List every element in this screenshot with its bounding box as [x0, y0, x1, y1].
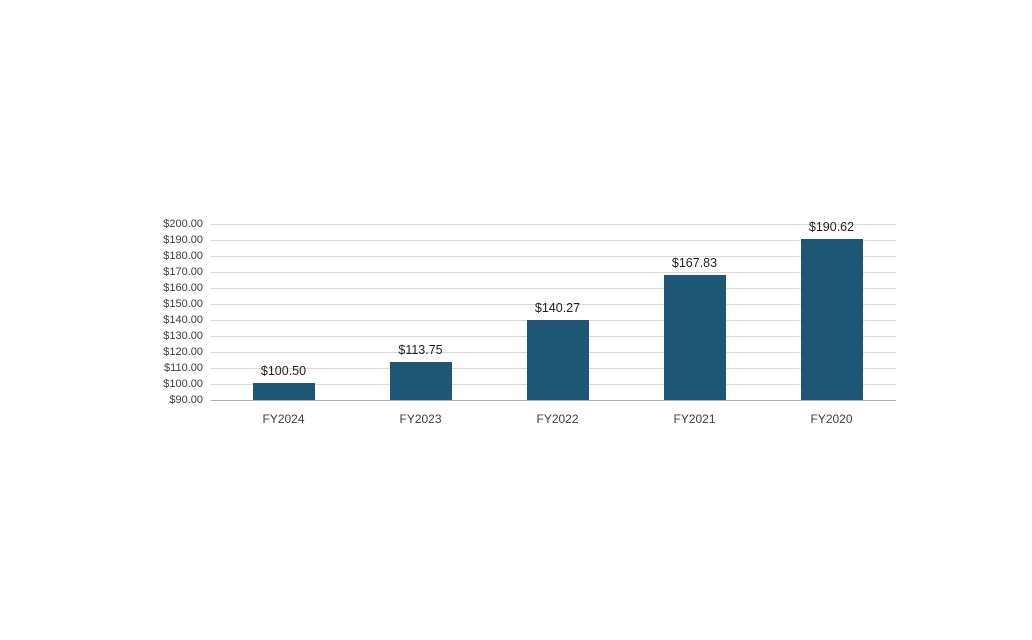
- bar-fy2023: [389, 362, 452, 400]
- x-tick-label-fy2023: FY2023: [399, 412, 442, 426]
- y-tick-label: $180.00: [163, 250, 203, 262]
- gridline: [211, 240, 896, 241]
- y-tick-label: $170.00: [163, 266, 203, 278]
- data-label-fy2023: $113.75: [398, 343, 443, 357]
- x-tick-label-fy2022: FY2022: [536, 412, 579, 426]
- y-tick-label: $200.00: [163, 218, 203, 230]
- y-tick-label: $100.00: [163, 378, 203, 390]
- data-label-fy2020: $190.62: [808, 220, 855, 234]
- bar-fy2020: [800, 239, 863, 400]
- plot-area: [211, 224, 896, 401]
- gridline: [211, 256, 896, 257]
- y-tick-label: $160.00: [163, 282, 203, 294]
- bar-fy2022: [526, 319, 589, 400]
- gridline: [211, 288, 896, 289]
- x-axis-line: [211, 400, 896, 401]
- x-tick-label-fy2020: FY2020: [810, 412, 853, 426]
- data-label-fy2024: $100.50: [260, 364, 307, 379]
- y-tick-label: $130.00: [163, 330, 203, 342]
- y-tick-label: $190.00: [163, 234, 203, 246]
- data-label-fy2021: $167.83: [671, 256, 718, 271]
- y-tick-label: $150.00: [163, 298, 203, 310]
- gridline: [211, 224, 896, 225]
- y-tick-label: $90.00: [169, 394, 203, 406]
- y-tick-label: $120.00: [163, 346, 203, 358]
- data-label-fy2022: $140.27: [534, 300, 581, 315]
- gridline: [211, 304, 896, 305]
- bar-fy2021: [663, 275, 726, 400]
- gridline: [211, 272, 896, 273]
- x-tick-label-fy2021: FY2021: [673, 412, 716, 426]
- bar-fy2024: [252, 383, 315, 400]
- y-tick-label: $110.00: [164, 362, 203, 374]
- x-tick-label-fy2024: FY2024: [262, 412, 305, 426]
- y-tick-label: $140.00: [163, 314, 203, 326]
